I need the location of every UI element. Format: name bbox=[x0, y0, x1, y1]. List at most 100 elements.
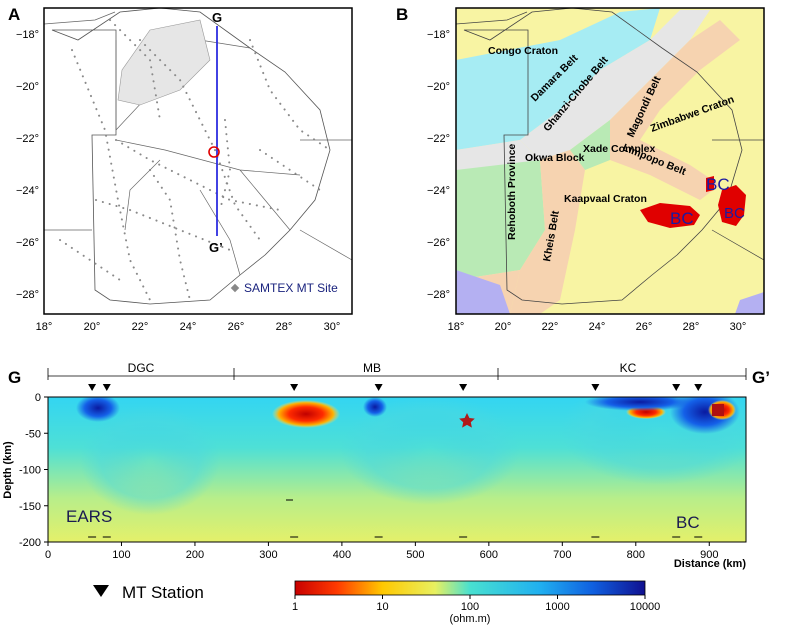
bushveld-west bbox=[640, 203, 700, 228]
a-ytick: −18° bbox=[16, 29, 39, 41]
b-xtick: 26° bbox=[636, 321, 653, 333]
profile-marker bbox=[208, 146, 220, 158]
section-right-label: G’ bbox=[752, 368, 770, 387]
border-neighbors bbox=[44, 11, 352, 261]
resistivity-heatmap: EARS BC bbox=[48, 397, 746, 542]
station-legend-label: MT Station bbox=[122, 583, 204, 602]
bc-section-label: BC bbox=[676, 513, 700, 532]
a-xtick: 24° bbox=[180, 321, 197, 333]
x-tick-label: 800 bbox=[627, 549, 645, 561]
station-marker bbox=[672, 384, 681, 391]
label-xade-complex: Xade Complex bbox=[583, 143, 656, 155]
b-xtick: 30° bbox=[730, 321, 747, 333]
panel-b-yticks: −18° −20° −22° −24° −26° −28° bbox=[427, 29, 450, 301]
panel-a-frame bbox=[43, 7, 353, 315]
panel-a-map: G G’ SAMTEX MT Site bbox=[44, 8, 352, 305]
profile-end-label: G’ bbox=[209, 240, 223, 255]
y-tick-label: -50 bbox=[25, 428, 41, 440]
b-ytick: −20° bbox=[427, 81, 450, 93]
label-okwa-block: Okwa Block bbox=[525, 152, 585, 164]
label-kaapvaal-craton: Kaapvaal Craton bbox=[564, 193, 647, 205]
station-marker bbox=[374, 384, 383, 391]
b-ytick: −22° bbox=[427, 133, 450, 145]
panel-a-xticks: 18° 20° 22° 24° 26° 28° 30° bbox=[36, 321, 341, 333]
a-ytick: −22° bbox=[16, 133, 39, 145]
region-purple-se bbox=[735, 292, 764, 314]
a-ytick: −28° bbox=[16, 289, 39, 301]
a-ytick: −26° bbox=[16, 237, 39, 249]
zone-label: KC bbox=[620, 361, 637, 375]
a-xtick: 18° bbox=[36, 321, 53, 333]
heatmap-feature bbox=[80, 405, 220, 515]
region-kheis bbox=[510, 150, 585, 314]
x-tick-label: 100 bbox=[112, 549, 130, 561]
a-xtick: 20° bbox=[84, 321, 101, 333]
bc-label: BC bbox=[706, 175, 730, 194]
label-congo-craton: Congo Craton bbox=[488, 45, 558, 57]
x-tick-label: 700 bbox=[553, 549, 571, 561]
bushveld-north bbox=[706, 176, 714, 192]
zone-label: MB bbox=[363, 361, 381, 375]
conductor bbox=[585, 397, 695, 411]
a-xtick: 26° bbox=[228, 321, 245, 333]
x-axis-label: Distance (km) bbox=[674, 558, 746, 570]
heatmap-feature bbox=[340, 397, 520, 505]
station-marker bbox=[88, 384, 97, 391]
b-border-neighbors bbox=[456, 11, 764, 261]
bushveld-east bbox=[718, 185, 746, 226]
x-tick-label: 600 bbox=[480, 549, 498, 561]
site-legend-label: SAMTEX MT Site bbox=[244, 281, 338, 295]
y-tick-label: 0 bbox=[35, 392, 41, 404]
mt-sites bbox=[59, 19, 331, 301]
conductor bbox=[363, 397, 387, 417]
colorbar-ticks: 1 10 100 1000 10000 bbox=[292, 595, 660, 613]
bc-label: BC bbox=[724, 205, 745, 222]
region-damara bbox=[456, 8, 660, 150]
colorbar-unit: (ohm.m) bbox=[450, 613, 491, 625]
region-rehoboth bbox=[456, 160, 545, 280]
panel-b-label: B bbox=[396, 5, 408, 24]
panel-b-map: Congo Craton Damara Belt Ghanzi-Chobe Be… bbox=[456, 8, 764, 314]
b-border bbox=[463, 8, 743, 305]
resistor bbox=[272, 400, 340, 428]
station-legend-symbol bbox=[93, 585, 109, 597]
a-xtick: 28° bbox=[276, 321, 293, 333]
b-ytick: −26° bbox=[427, 237, 450, 249]
x-tick-label: 900 bbox=[700, 549, 718, 561]
conductor bbox=[76, 397, 120, 422]
region-ghanzi bbox=[520, 10, 710, 160]
region-magondi bbox=[610, 20, 740, 200]
station-marker bbox=[290, 384, 299, 391]
stations bbox=[88, 384, 703, 538]
region-purple-sw bbox=[456, 270, 510, 314]
colorbar-tick-label: 10 bbox=[376, 601, 388, 613]
b-xtick: 28° bbox=[683, 321, 700, 333]
colorbar-gradient bbox=[294, 580, 646, 596]
section: G G’ DGC MB KC EARS BC bbox=[2, 361, 770, 570]
label-rehoboth-province: Rehoboth Province bbox=[506, 144, 518, 240]
a-ytick: −24° bbox=[16, 185, 39, 197]
b-ytick: −28° bbox=[427, 289, 450, 301]
panel-a-yticks: −18° −20° −22° −24° −26° −28° bbox=[16, 29, 39, 301]
zone-label: DGC bbox=[128, 361, 155, 375]
a-xtick: 22° bbox=[132, 321, 149, 333]
colorbar: 1 10 100 1000 10000 (ohm.m) bbox=[292, 580, 660, 625]
okavango-area bbox=[117, 19, 211, 106]
station-marker bbox=[459, 384, 468, 391]
x-tick-label: 400 bbox=[333, 549, 351, 561]
b-ytick: −24° bbox=[427, 185, 450, 197]
panel-b: B Congo bbox=[396, 5, 765, 333]
station-marker bbox=[102, 384, 111, 391]
b-xtick: 22° bbox=[542, 321, 559, 333]
site-legend-symbol bbox=[230, 283, 240, 293]
region-xade bbox=[570, 120, 610, 170]
bc-label: BC bbox=[670, 209, 694, 228]
b-xtick: 18° bbox=[448, 321, 465, 333]
x-tick-label: 0 bbox=[45, 549, 51, 561]
colorbar-tick-label: 1 bbox=[292, 601, 298, 613]
x-tick-label: 200 bbox=[186, 549, 204, 561]
colorbar-tick-label: 1000 bbox=[545, 601, 569, 613]
panel-a: A G bbox=[8, 5, 353, 333]
colorbar-tick-label: 100 bbox=[461, 601, 479, 613]
b-xtick: 24° bbox=[589, 321, 606, 333]
